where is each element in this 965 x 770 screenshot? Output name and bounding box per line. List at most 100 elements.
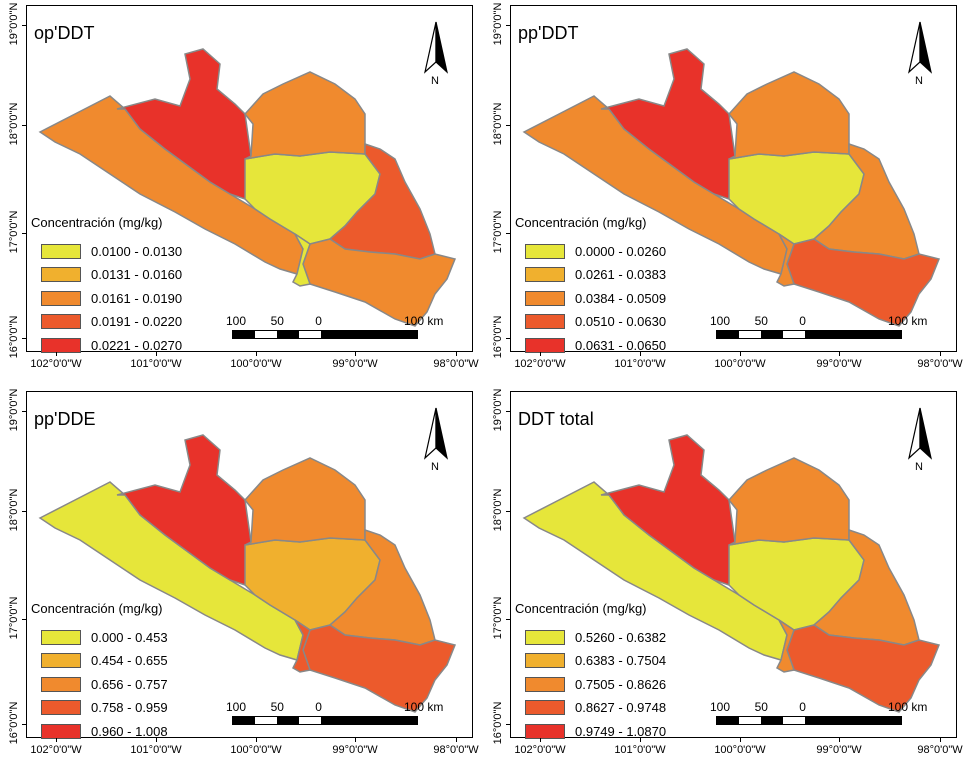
longitude-label: 101°0'0"W — [130, 358, 182, 370]
lon-tick — [640, 738, 641, 742]
state-map — [522, 434, 941, 713]
legend-swatch — [525, 337, 565, 353]
lat-tick — [506, 338, 510, 339]
lat-tick — [506, 233, 510, 234]
legend-swatch — [525, 314, 565, 329]
legend-item: 0.7505 - 0.8626 — [525, 675, 666, 693]
longitude-label: 101°0'0"W — [130, 744, 182, 756]
region-southwest — [292, 233, 311, 287]
legend-label: 0.0131 - 0.0160 — [91, 267, 183, 282]
lon-tick — [156, 352, 157, 356]
latitude-label: 18°0'0"N — [492, 102, 504, 146]
legend-swatch — [525, 653, 565, 668]
scale-segment — [255, 717, 278, 724]
map-frame — [510, 5, 957, 352]
lon-tick — [540, 352, 541, 356]
scale-segment — [299, 717, 322, 724]
lon-tick — [839, 738, 840, 742]
scale-segment — [739, 331, 762, 338]
scale-segment — [255, 331, 278, 338]
longitude-label: 102°0'0"W — [30, 358, 82, 370]
latitude-label: 19°0'0"N — [8, 388, 20, 432]
scale-label: 50 — [270, 314, 284, 328]
legend-title: Concentración (mg/kg) — [515, 601, 647, 616]
legend-swatch — [41, 267, 81, 282]
longitude-label: 101°0'0"W — [614, 358, 666, 370]
scale-label: 100 km — [888, 314, 928, 328]
legend-item: 0.0631 - 0.0650 — [525, 336, 666, 354]
legend-swatch — [525, 700, 565, 715]
panel-title: pp'DDT — [518, 23, 579, 43]
legend-label: 0.0161 - 0.0190 — [91, 290, 183, 306]
scale-segment — [783, 717, 806, 724]
lat-tick — [22, 25, 26, 26]
scale-segment — [761, 331, 784, 338]
scale-segment — [717, 331, 740, 338]
map-panel: pp'DDT N Concentración (mg/kg) 0.0000 - 0.0… — [484, 0, 965, 384]
scale-segment — [717, 717, 740, 724]
scale-label: 100 — [710, 700, 731, 714]
lat-tick — [506, 125, 510, 126]
legend-label: 0.0100 - 0.0130 — [91, 243, 183, 259]
lat-tick — [22, 338, 26, 339]
legend-item: 0.0000 - 0.0260 — [525, 242, 666, 260]
legend-swatch — [41, 653, 81, 668]
legend-title: Concentración (mg/kg) — [31, 215, 163, 230]
legend-title: Concentración (mg/kg) — [515, 215, 647, 230]
longitude-label: 98°0'0"W — [917, 744, 963, 756]
legend-label: 0.0384 - 0.0509 — [575, 290, 667, 306]
scale-label: 100 — [710, 314, 731, 328]
legend-item: 0.0191 - 0.0220 — [41, 313, 182, 331]
scale-segment — [321, 717, 417, 724]
legend-title: Concentración (mg/kg) — [31, 601, 163, 616]
north-label: N — [431, 461, 439, 473]
longitude-label: 102°0'0"W — [514, 744, 566, 756]
latitude-label: 17°0'0"N — [492, 210, 504, 254]
longitude-label: 98°0'0"W — [433, 744, 479, 756]
scale-label: 50 — [754, 314, 768, 328]
state-map — [522, 48, 941, 327]
legend-item: 0.0384 - 0.0509 — [525, 289, 666, 307]
legend-item: 0.0161 - 0.0190 — [41, 289, 182, 307]
scale-label: 100 km — [404, 314, 444, 328]
legend-label: 0.656 - 0.757 — [91, 676, 168, 692]
longitude-label: 100°0'0"W — [714, 744, 766, 756]
legend-item: 0.0100 - 0.0130 — [41, 242, 182, 260]
legend-swatch — [41, 676, 81, 692]
scale-label: 0 — [799, 700, 806, 714]
scale-label: 100 — [226, 314, 247, 328]
longitude-label: 99°0'0"W — [816, 744, 862, 756]
scale-label: 100 km — [888, 700, 928, 714]
north-label: N — [431, 75, 439, 87]
lat-tick — [506, 25, 510, 26]
region-southwest — [292, 619, 311, 673]
legend-label: 0.7505 - 0.8626 — [575, 676, 667, 692]
region-northeast — [728, 457, 850, 546]
longitude-label: 99°0'0"W — [816, 358, 862, 370]
scale-segment — [761, 717, 784, 724]
lon-tick — [839, 352, 840, 356]
north-label: N — [915, 75, 923, 87]
legend-item: 0.758 - 0.959 — [41, 699, 168, 717]
legend-swatch — [41, 700, 81, 715]
region-northeast — [244, 71, 366, 160]
legend-item: 0.5260 - 0.6382 — [525, 628, 666, 646]
state-map — [38, 434, 457, 713]
map-frame — [26, 391, 473, 738]
longitude-label: 99°0'0"W — [332, 358, 378, 370]
longitude-label: 101°0'0"W — [614, 744, 666, 756]
lon-tick — [740, 738, 741, 742]
north-arrow-icon — [905, 406, 935, 481]
lon-tick — [640, 352, 641, 356]
region-north — [600, 434, 736, 586]
legend-label: 0.000 - 0.453 — [91, 629, 168, 645]
north-label: N — [915, 461, 923, 473]
legend-item: 0.0510 - 0.0630 — [525, 313, 666, 331]
legend-label: 0.0191 - 0.0220 — [91, 314, 183, 329]
lat-tick — [22, 411, 26, 412]
scale-label: 100 — [226, 700, 247, 714]
legend-swatch — [41, 243, 81, 259]
lon-tick — [940, 738, 941, 742]
legend-swatch — [525, 676, 565, 692]
map-panel: pp'DDE N Concentración (mg/kg) 0.000 - 0.45… — [0, 386, 481, 770]
